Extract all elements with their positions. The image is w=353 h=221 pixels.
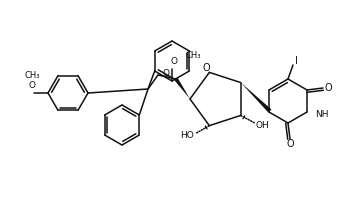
Text: OH: OH <box>256 121 270 130</box>
Text: O: O <box>286 139 294 149</box>
Text: NH: NH <box>315 109 329 118</box>
Text: O: O <box>170 57 178 65</box>
Text: O: O <box>162 69 169 78</box>
Text: O: O <box>203 63 210 73</box>
Text: CH₃: CH₃ <box>186 51 202 59</box>
Polygon shape <box>174 78 190 99</box>
Text: CH₃: CH₃ <box>24 72 40 80</box>
Text: I: I <box>294 56 298 66</box>
Text: HO: HO <box>180 131 194 140</box>
Polygon shape <box>241 82 271 112</box>
Text: O: O <box>324 83 332 93</box>
Text: O: O <box>29 80 36 90</box>
